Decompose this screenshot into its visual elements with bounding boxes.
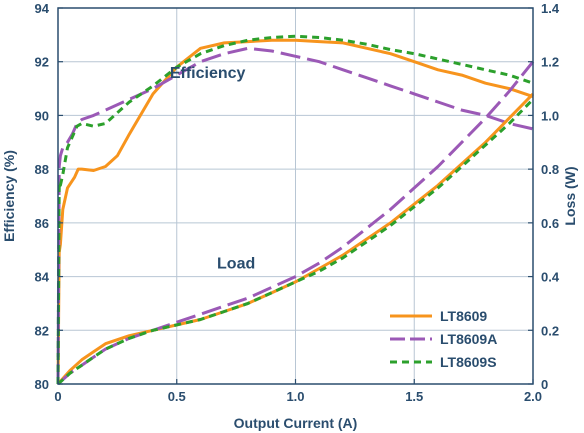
y-right-axis-ticks: 0 0.2 0.4 0.6 0.8 1.0 1.2 1.4 [528, 1, 560, 392]
y-left-tick-label: 86 [35, 216, 49, 231]
annotations: Efficiency Load [170, 65, 255, 273]
y-right-tick-label: 1.0 [541, 108, 559, 123]
legend-label: LT8609S [440, 354, 497, 370]
y-left-tick-label: 82 [35, 323, 49, 338]
series-efficiency-lt8609 [56, 38, 534, 385]
y-left-axis-ticks: 80 82 84 86 88 90 92 94 [35, 1, 63, 392]
x-tick-label: 0.5 [168, 389, 186, 404]
x-tick-label: 1.0 [286, 389, 304, 404]
series-efficiency-lt8609a [56, 46, 534, 385]
x-tick-label: 1.5 [405, 389, 423, 404]
legend-label: LT8609A [440, 331, 497, 347]
y-right-tick-label: 1.2 [541, 55, 559, 70]
y-left-axis-title: Efficiency (%) [1, 150, 17, 242]
series-group [56, 34, 535, 386]
y-right-tick-label: 0.8 [541, 162, 559, 177]
y-left-tick-label: 90 [35, 108, 49, 123]
y-left-tick-label: 92 [35, 55, 49, 70]
y-right-axis-title: Loss (W) [562, 166, 578, 225]
y-left-tick-label: 94 [35, 1, 50, 16]
series-efficiency-lt8609s [56, 34, 534, 385]
x-axis-title: Output Current (A) [234, 415, 358, 431]
x-axis-ticks: 0 0.5 1.0 1.5 2.0 [54, 379, 542, 404]
legend-label: LT8609 [440, 308, 487, 324]
y-right-tick-label: 1.4 [541, 1, 560, 16]
y-right-tick-label: 0.4 [541, 270, 560, 285]
x-tick-label: 0 [54, 389, 61, 404]
y-right-tick-label: 0.2 [541, 323, 559, 338]
legend: LT8609 LT8609A LT8609S [390, 308, 497, 370]
x-tick-label: 2.0 [524, 389, 542, 404]
annotation-load: Load [217, 256, 255, 273]
y-left-tick-label: 84 [35, 270, 50, 285]
series-loss-lt8609s [56, 98, 535, 386]
y-left-tick-label: 88 [35, 162, 49, 177]
grid [57, 7, 534, 385]
annotation-efficiency: Efficiency [170, 65, 246, 82]
y-right-tick-label: 0 [541, 377, 548, 392]
y-right-tick-label: 0.6 [541, 216, 559, 231]
series-loss-lt8609 [56, 92, 535, 385]
y-left-tick-label: 80 [35, 377, 49, 392]
